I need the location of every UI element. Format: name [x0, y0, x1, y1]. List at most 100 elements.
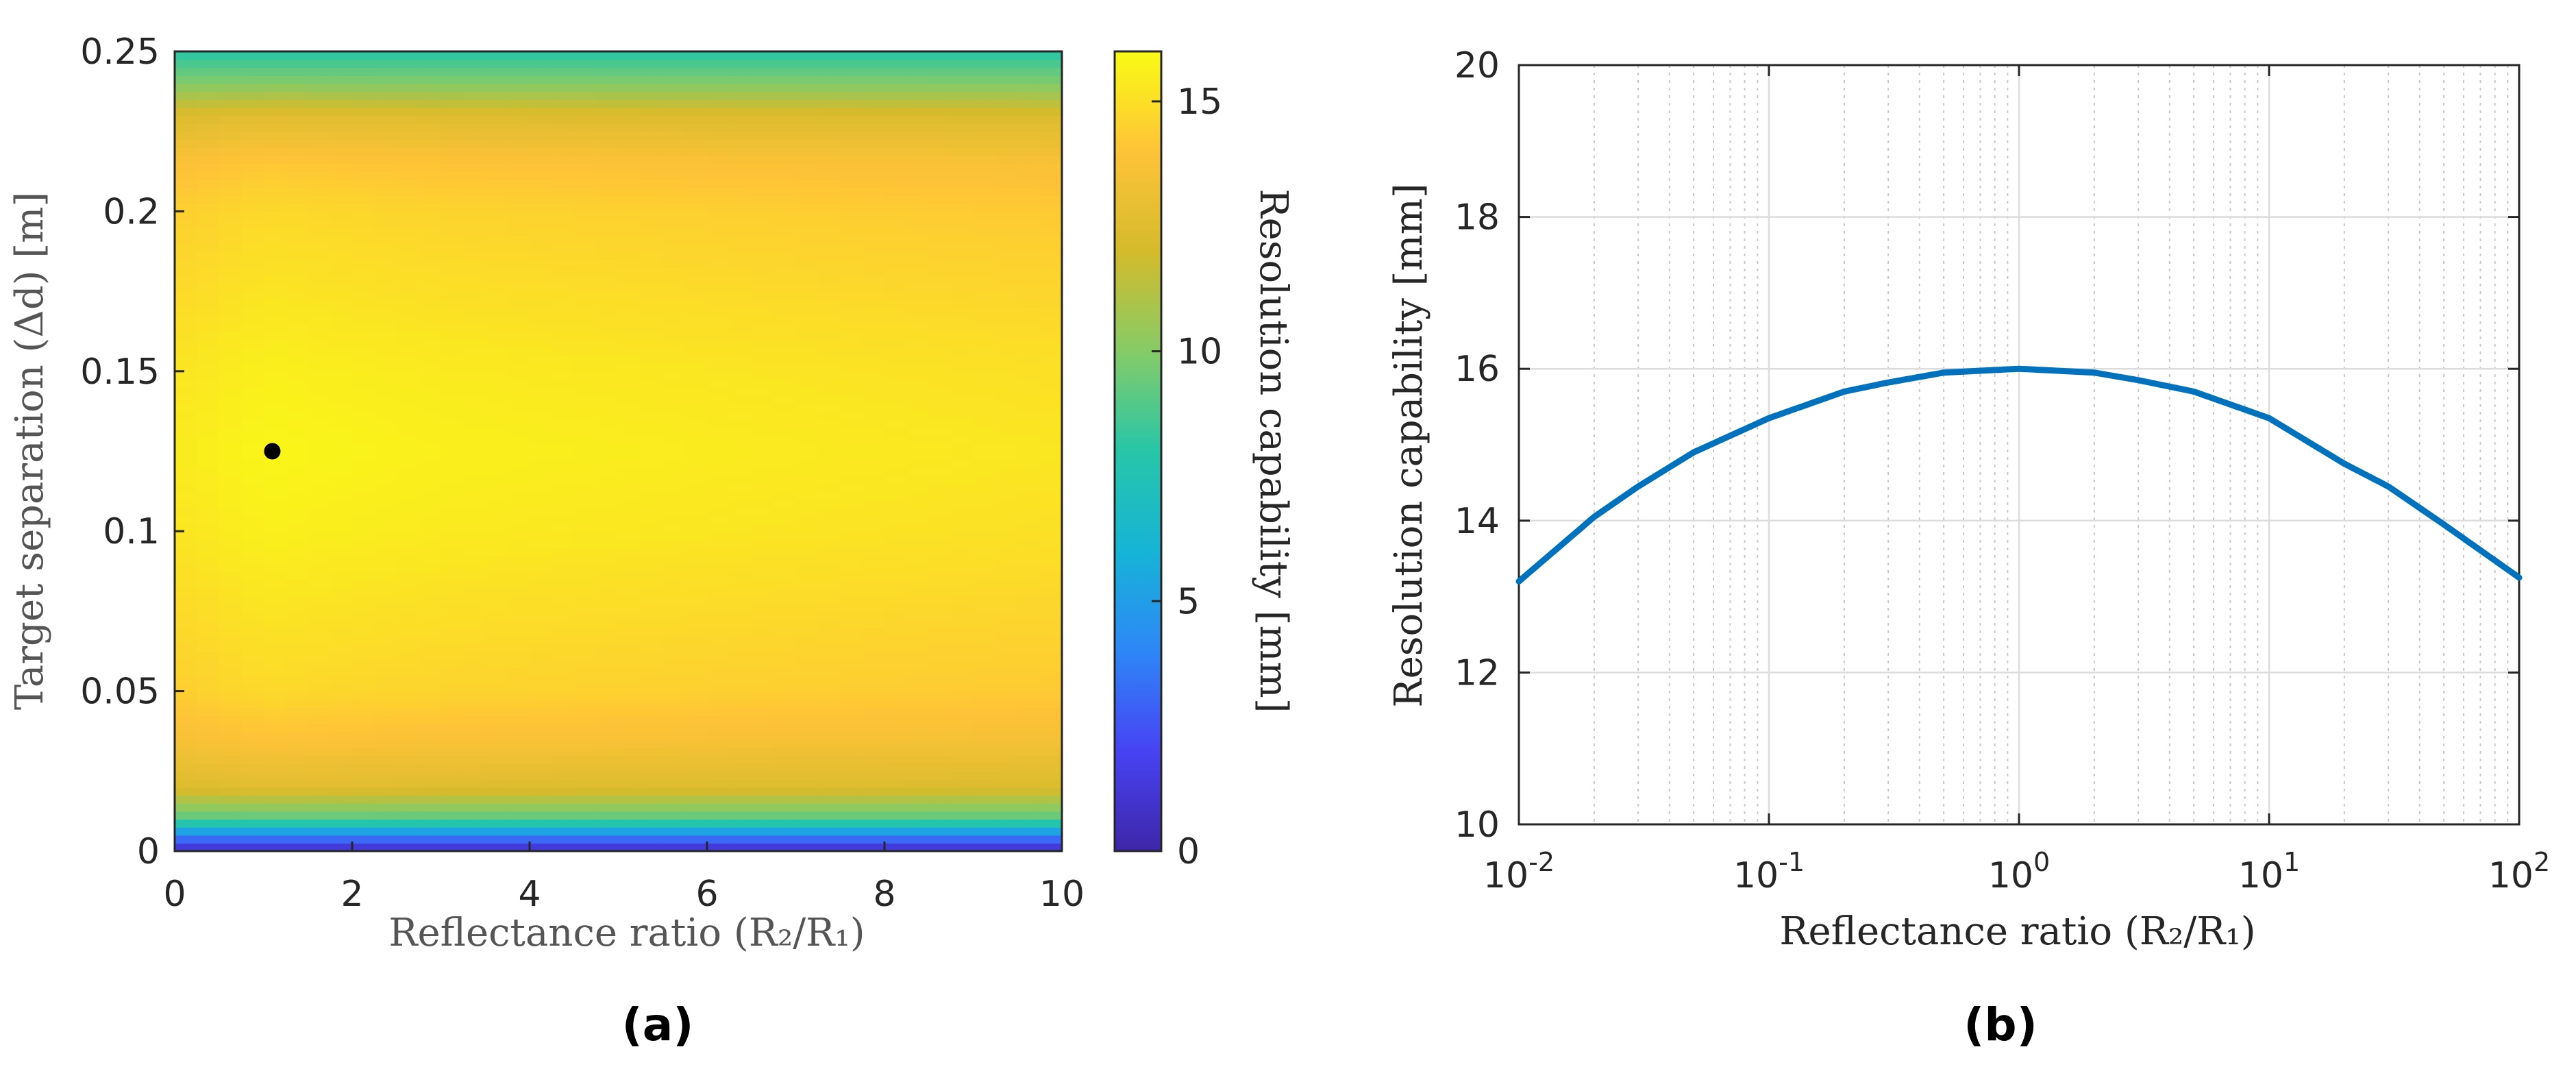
heatmap-cell — [485, 778, 508, 788]
heatmap-cell — [1017, 627, 1041, 636]
heatmap-cell — [485, 579, 508, 588]
heatmap-cell — [995, 802, 1019, 812]
heatmap-cell — [596, 579, 619, 588]
heatmap-cell — [973, 155, 996, 164]
heatmap-cell — [263, 843, 286, 852]
heatmap-cell — [862, 435, 885, 444]
heatmap-cell — [640, 771, 664, 780]
heatmap-cell — [840, 603, 863, 612]
heatmap-cell — [219, 267, 242, 276]
heatmap-cell — [618, 195, 641, 204]
heatmap-cell — [219, 499, 242, 508]
heatmap-cell — [729, 754, 752, 764]
heatmap-cell — [995, 843, 1019, 852]
heatmap-cell — [795, 507, 819, 516]
heatmap-cell — [973, 539, 996, 548]
heatmap-cell — [640, 403, 664, 412]
heatmap-cell — [530, 587, 553, 596]
heatmap-cell — [374, 443, 397, 452]
heatmap-cell — [618, 611, 641, 620]
heatmap-cell — [507, 115, 530, 124]
heatmap-cell — [241, 691, 264, 700]
heatmap-cell — [928, 459, 952, 468]
heatmap-cell — [175, 355, 198, 364]
heatmap-cell — [352, 227, 375, 236]
heatmap-cell — [973, 699, 996, 708]
heatmap-cell — [1017, 339, 1041, 348]
heatmap-cell — [419, 179, 442, 188]
heatmap-cell — [285, 699, 309, 708]
heatmap-cell — [330, 515, 353, 524]
heatmap-cell — [441, 435, 464, 444]
heatmap-cell — [396, 219, 419, 228]
heatmap-cell — [1039, 763, 1063, 772]
heatmap-cell — [485, 171, 508, 180]
heatmap-cell — [973, 163, 996, 172]
heatmap-cell — [308, 227, 331, 236]
heatmap-cell — [707, 339, 730, 348]
heatmap-cell — [906, 819, 930, 828]
heatmap-cell — [573, 643, 597, 652]
heatmap-cell — [640, 579, 664, 588]
heatmap-cell — [285, 51, 309, 60]
heatmap-cell — [352, 723, 375, 732]
heatmap-cell — [552, 155, 575, 164]
heatmap-cell — [928, 706, 952, 716]
heatmap-cell — [241, 243, 264, 252]
heatmap-cell — [862, 275, 885, 284]
heatmap-cell — [906, 691, 930, 700]
heatmap-cell — [263, 259, 286, 268]
heatmap-cell — [419, 667, 442, 676]
heatmap-cell — [552, 579, 575, 588]
heatmap-cell — [1039, 403, 1063, 412]
heatmap-cell — [308, 435, 331, 444]
heatmap-cell — [485, 691, 508, 700]
heatmap-cell — [285, 579, 309, 588]
heatmap-cell — [995, 123, 1019, 132]
heatmap-cell — [441, 531, 464, 540]
heatmap-cell — [507, 539, 530, 548]
heatmap-cell — [263, 411, 286, 420]
heatmap-cell — [795, 163, 819, 172]
heatmap-cell — [374, 802, 397, 812]
heatmap-cell — [219, 315, 242, 324]
heatmap-cell — [951, 267, 974, 276]
heatmap-cell — [951, 443, 974, 452]
heatmap-cell — [441, 203, 464, 212]
heatmap-cell — [840, 323, 863, 332]
heatmap-cell — [530, 83, 553, 93]
heatmap-cell — [951, 754, 974, 764]
heatmap-cell — [817, 427, 841, 436]
heatmap-cell — [1039, 107, 1063, 116]
heatmap-cell — [795, 403, 819, 412]
heatmap-cell — [396, 419, 419, 428]
heatmap-cell — [995, 507, 1019, 516]
heatmap-cell — [441, 75, 464, 84]
heatmap-cell — [530, 635, 553, 644]
heatmap-cell — [596, 139, 619, 148]
heatmap-cell — [840, 171, 863, 180]
heatmap-cell — [751, 203, 774, 212]
heatmap-cell — [507, 715, 530, 724]
heatmap-cell — [906, 203, 930, 212]
heatmap-cell — [884, 75, 908, 84]
heatmap-cell — [840, 683, 863, 692]
heatmap-cell — [352, 539, 375, 548]
heatmap-cell — [352, 802, 375, 812]
heatmap-cell — [751, 763, 774, 772]
heatmap-cell — [419, 835, 442, 844]
heatmap-cell — [795, 75, 819, 84]
heatmap-cell — [552, 163, 575, 172]
heatmap-cell — [995, 363, 1019, 372]
heatmap-cell — [618, 819, 641, 828]
heatmap-cell — [928, 275, 952, 284]
heatmap-cell — [441, 811, 464, 820]
heatmap-cell — [862, 611, 885, 620]
heatmap-cell — [596, 539, 619, 548]
heatmap-cell — [662, 619, 686, 628]
heatmap-cell — [1039, 483, 1063, 492]
heatmap-cell — [618, 347, 641, 356]
heatmap-cell — [396, 730, 419, 740]
heatmap-cell — [175, 603, 198, 612]
heatmap-cell — [840, 811, 863, 820]
